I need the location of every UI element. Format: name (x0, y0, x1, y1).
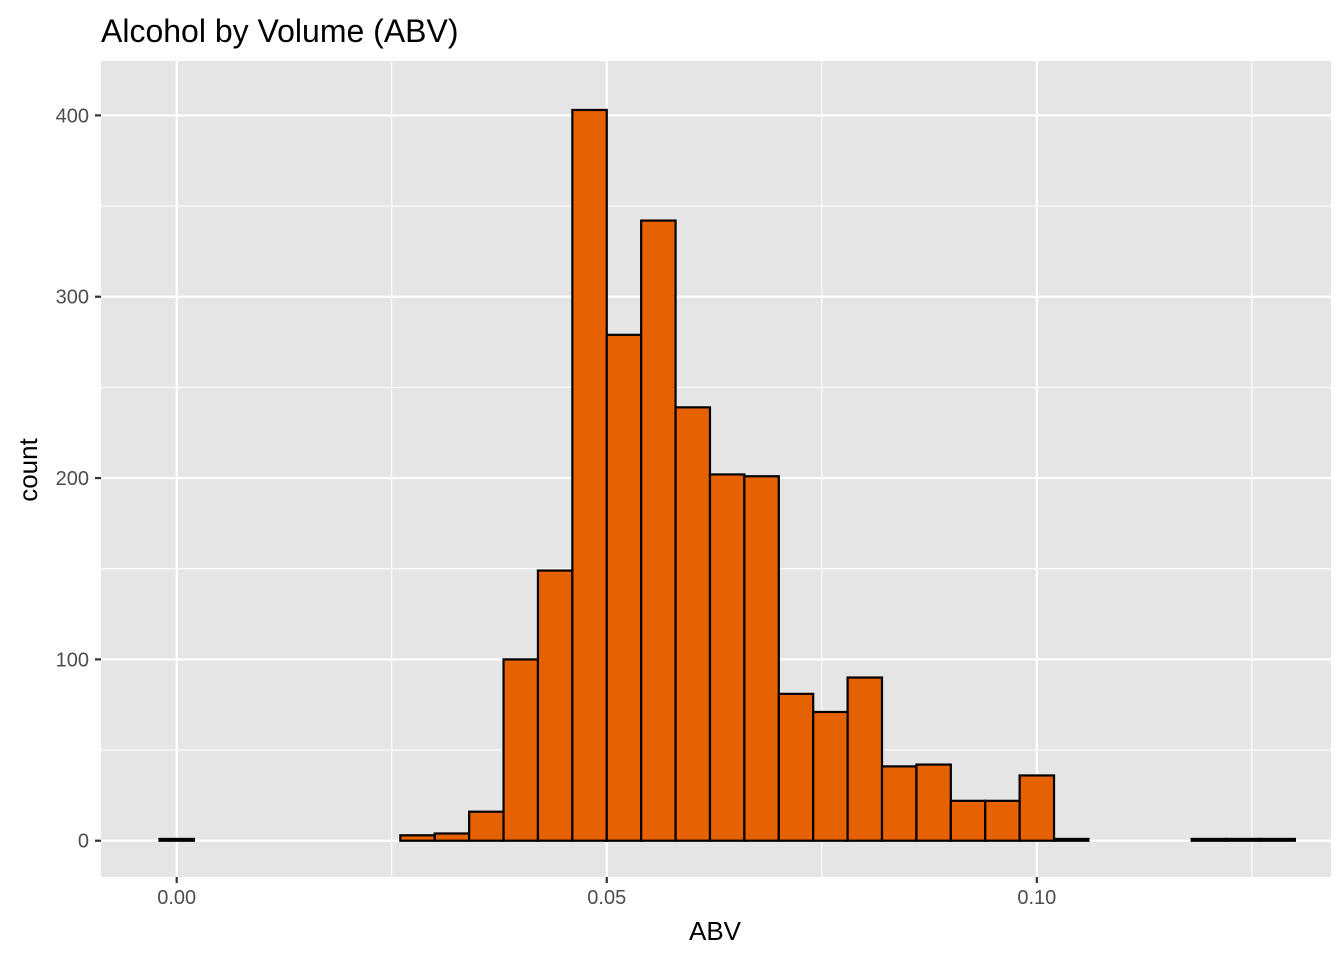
histogram-bar (536, 569, 574, 842)
histogram-bar (1190, 837, 1228, 842)
histogram-bar (468, 810, 505, 842)
histogram-bar (880, 765, 918, 842)
chart-title: Alcohol by Volume (ABV) (101, 13, 459, 49)
y-tick-label: 200 (56, 468, 89, 490)
histogram-bar (708, 473, 746, 842)
histogram-bar (399, 834, 436, 842)
histogram-bar (158, 837, 195, 842)
histogram-bar (949, 799, 987, 842)
histogram-bar (915, 763, 952, 842)
histogram-bar (984, 799, 1021, 842)
histogram-bar (1052, 837, 1090, 842)
y-tick-label: 0 (78, 831, 89, 853)
histogram-bars (158, 108, 1296, 842)
histogram-bar (571, 108, 608, 842)
histogram-bar (812, 710, 849, 842)
x-tick-label: 0.05 (587, 887, 626, 909)
histogram-bar (674, 406, 712, 842)
histogram-bar (1259, 837, 1296, 842)
y-axis-title: count (13, 437, 43, 501)
x-axis: 0.00 0.05 0.10 (157, 877, 1056, 909)
histogram-bar (777, 692, 815, 842)
histogram-bar (640, 219, 677, 842)
histogram-bar (846, 676, 884, 842)
histogram-bar (502, 658, 540, 842)
histogram-bar (433, 832, 471, 842)
y-tick-label: 100 (56, 649, 89, 671)
histogram-bar (743, 475, 780, 842)
histogram-bar (1224, 837, 1262, 842)
y-axis: 0 100 200 300 400 (56, 105, 101, 853)
y-tick-label: 400 (56, 105, 89, 127)
x-tick-label: 0.00 (157, 887, 196, 909)
y-tick-label: 300 (56, 287, 89, 309)
histogram-bar (1018, 774, 1056, 842)
histogram-bar (605, 333, 643, 842)
x-axis-title: ABV (689, 916, 742, 946)
x-tick-label: 0.10 (1017, 887, 1056, 909)
